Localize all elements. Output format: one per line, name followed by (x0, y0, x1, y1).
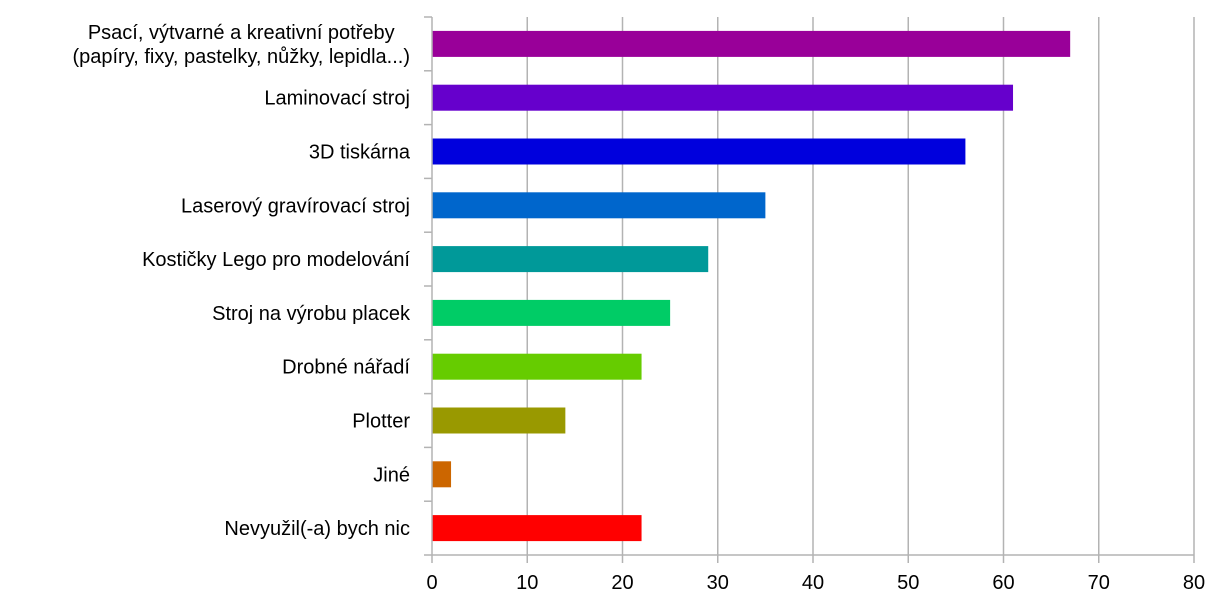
x-tick-label: 80 (1183, 572, 1205, 594)
bar-8 (432, 461, 452, 488)
x-tick-label: 70 (1088, 572, 1110, 594)
x-tick-label: 30 (707, 572, 729, 594)
bar-4 (432, 246, 709, 273)
bar-3 (432, 192, 766, 219)
bar-9 (432, 515, 642, 542)
category-label-line: Psací, výtvarné a kreativní potřeby (88, 22, 395, 44)
category-label: Laminovací stroj (264, 88, 410, 110)
x-tick-label: 0 (426, 572, 437, 594)
category-label: Drobné nářadí (282, 357, 410, 379)
category-label-line: (papíry, fixy, pastelky, nůžky, lepidla.… (72, 46, 410, 68)
axes (424, 16, 1195, 563)
category-label: 3D tiskárna (309, 142, 411, 164)
category-label: Stroj na výrobu placek (212, 303, 411, 325)
bar-1 (432, 84, 1014, 111)
bar-0 (432, 30, 1071, 57)
bars (432, 30, 1071, 542)
x-tick-label: 50 (897, 572, 919, 594)
bar-5 (432, 299, 671, 326)
bar-6 (432, 353, 642, 380)
tick-labels: 0 10 20 30 40 50 60 70 80 (426, 572, 1205, 594)
bar-2 (432, 138, 966, 165)
category-label: Jiné (373, 464, 410, 486)
category-label: Kostičky Lego pro modelování (142, 249, 410, 271)
x-tick-label: 60 (992, 572, 1014, 594)
category-label: Plotter (352, 411, 410, 433)
x-tick-label: 20 (611, 572, 633, 594)
bar-7 (432, 407, 566, 434)
x-tick-label: 10 (516, 572, 538, 594)
category-label: Nevyužil(-a) bych nic (224, 518, 410, 540)
category-label: Laserový gravírovací stroj (181, 195, 410, 217)
category-labels: Psací, výtvarné a kreativní potřeby(papí… (72, 22, 411, 540)
x-tick-label: 40 (802, 572, 824, 594)
